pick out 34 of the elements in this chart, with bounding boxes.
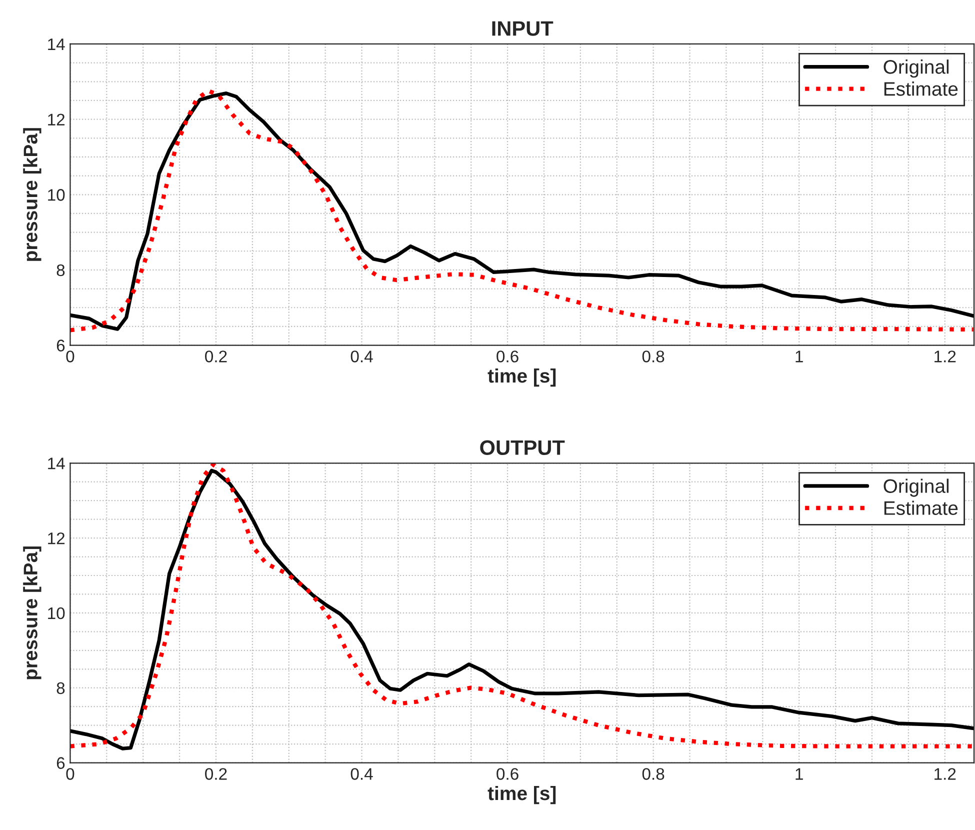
- legend-label: Original: [884, 60, 949, 78]
- x-tick-label: 0.2: [205, 350, 227, 362]
- y-tick-label: 6: [56, 340, 65, 352]
- chart-title: INPUT: [492, 21, 554, 36]
- legend-label: Estimate: [884, 82, 958, 96]
- x-tick-label: 0.4: [350, 350, 373, 362]
- x-tick-label: 0: [66, 768, 74, 780]
- legend-label: Estimate: [884, 500, 958, 515]
- y-tick-label: 10: [48, 607, 65, 620]
- y-tick-label: 12: [48, 114, 65, 126]
- x-tick-label: 0.6: [496, 350, 518, 362]
- x-axis-title: time [s]: [488, 786, 556, 804]
- y-tick-label: 12: [48, 532, 65, 544]
- y-axis-title: pressure [kPa]: [23, 128, 42, 261]
- y-tick-label: 8: [56, 264, 65, 276]
- chart-title: OUTPUT: [480, 440, 565, 456]
- x-tick-label: 0.6: [496, 768, 518, 780]
- x-tick-label: 1.2: [934, 768, 956, 780]
- x-tick-label: 0: [66, 350, 74, 362]
- y-tick-label: 14: [48, 38, 65, 50]
- x-axis-title: time [s]: [488, 368, 556, 387]
- x-tick-label: 1: [796, 768, 803, 780]
- x-tick-label: 0.2: [205, 768, 227, 780]
- y-tick-label: 10: [48, 189, 65, 201]
- legend-label: Original: [884, 478, 949, 497]
- x-tick-label: 0.8: [642, 350, 664, 362]
- y-tick-label: 6: [56, 757, 65, 769]
- y-tick-label: 8: [56, 682, 65, 694]
- y-axis-title: pressure [kPa]: [23, 546, 42, 680]
- x-tick-label: 1: [796, 350, 803, 362]
- x-tick-label: 0.8: [642, 768, 664, 780]
- x-tick-label: 0.4: [350, 768, 373, 780]
- x-tick-label: 1.2: [934, 350, 956, 362]
- y-tick-label: 14: [48, 458, 65, 470]
